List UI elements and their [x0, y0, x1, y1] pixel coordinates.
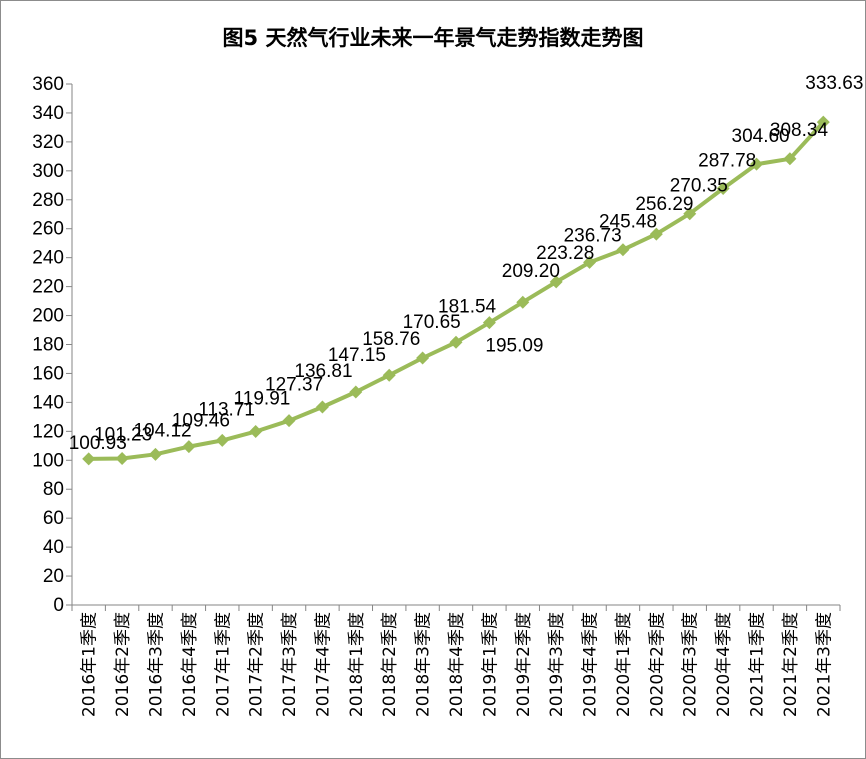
data-point-marker — [482, 316, 496, 330]
y-tick-label: 340 — [32, 103, 64, 124]
data-point-marker — [783, 152, 797, 166]
data-label: 109.46 — [172, 411, 230, 432]
data-point-marker — [816, 115, 830, 129]
y-tick-label: 120 — [32, 421, 64, 442]
data-label: 158.76 — [362, 329, 420, 350]
x-tick-label: 2017年2季度 — [247, 612, 267, 717]
data-label: 104.12 — [133, 420, 191, 441]
y-tick-label: 100 — [32, 450, 64, 471]
data-label: 113.71 — [198, 399, 255, 420]
y-tick-label: 200 — [32, 306, 64, 327]
x-tick-label: 2021年1季度 — [748, 612, 768, 717]
x-tick-label: 2020年2季度 — [647, 612, 667, 717]
y-tick-label: 320 — [32, 132, 64, 153]
y-tick-label: 140 — [32, 392, 64, 413]
x-tick-label: 2016年3季度 — [146, 612, 166, 717]
y-tick-label: 60 — [43, 508, 64, 529]
y-tick-label: 80 — [43, 479, 64, 500]
x-tick-label: 2021年2季度 — [781, 612, 801, 717]
x-tick-label: 2020年1季度 — [614, 612, 634, 717]
data-label: 270.35 — [670, 176, 728, 197]
data-point-marker — [416, 351, 430, 365]
data-label: 181.54 — [438, 296, 497, 317]
y-tick-label: 180 — [32, 335, 64, 356]
data-label: 304.60 — [732, 126, 790, 147]
y-tick-label: 280 — [32, 190, 64, 211]
x-tick-label: 2018年2季度 — [380, 612, 400, 717]
y-tick-label: 160 — [32, 363, 64, 384]
x-tick-label: 2020年3季度 — [681, 612, 701, 717]
y-tick-label: 260 — [32, 219, 64, 240]
x-tick-label: 2019年3季度 — [547, 612, 567, 717]
data-label: 308.34 — [770, 120, 829, 141]
x-tick-label: 2017年1季度 — [213, 612, 233, 717]
data-point-marker — [616, 243, 630, 257]
data-label: 256.29 — [635, 194, 693, 215]
data-point-marker — [449, 335, 463, 349]
x-tick-label: 2019年2季度 — [514, 612, 534, 717]
data-label: 101.23 — [94, 424, 152, 445]
data-label: 333.63 — [805, 73, 863, 94]
x-tick-label: 2016年1季度 — [80, 612, 100, 717]
data-point-marker — [148, 447, 162, 461]
x-tick-label: 2016年2季度 — [113, 612, 133, 717]
data-point-marker — [115, 451, 129, 465]
x-tick-label: 2016年4季度 — [180, 612, 200, 717]
x-tick-label: 2021年3季度 — [814, 612, 834, 717]
data-point-marker — [282, 414, 296, 428]
data-point-marker — [249, 424, 263, 438]
x-tick-label: 2019年1季度 — [480, 612, 500, 717]
data-label: 209.20 — [502, 261, 560, 282]
data-label: 245.48 — [599, 212, 657, 233]
data-label: 170.65 — [403, 312, 461, 333]
data-point-marker — [549, 275, 563, 289]
data-point-marker — [82, 452, 96, 466]
y-tick-label: 300 — [32, 161, 64, 182]
x-tick-label: 2019年4季度 — [581, 612, 601, 717]
data-point-marker — [215, 433, 229, 447]
data-point-marker — [315, 400, 329, 414]
y-tick-label: 360 — [32, 74, 64, 95]
x-tick-label: 2020年4季度 — [714, 612, 734, 717]
data-label: 236.73 — [564, 225, 622, 246]
x-tick-label: 2018年3季度 — [414, 612, 434, 717]
x-tick-label: 2018年1季度 — [347, 612, 367, 717]
data-label: 136.81 — [294, 361, 352, 382]
x-tick-label: 2018年4季度 — [447, 612, 467, 717]
y-tick-label: 20 — [43, 566, 64, 587]
data-point-marker — [750, 157, 764, 171]
data-point-marker — [649, 227, 663, 241]
data-label: 100.93 — [69, 433, 127, 454]
data-point-marker — [182, 440, 196, 454]
y-tick-label: 240 — [32, 248, 64, 269]
data-label: 119.91 — [234, 388, 291, 409]
data-label: 147.15 — [328, 345, 386, 366]
data-point-marker — [716, 182, 730, 196]
data-label: 223.28 — [536, 243, 594, 264]
data-point-marker — [516, 295, 530, 309]
chart-title: 图5 天然气行业未来一年景气走势指数走势图 — [222, 26, 644, 50]
data-label: 127.37 — [265, 375, 323, 396]
data-point-marker — [583, 255, 597, 269]
y-tick-label: 40 — [43, 537, 64, 558]
y-tick-label: 220 — [32, 277, 64, 298]
data-label: 195.09 — [485, 336, 543, 357]
x-tick-label: 2017年4季度 — [313, 612, 333, 717]
x-tick-label: 2017年3季度 — [280, 612, 300, 717]
data-point-marker — [683, 207, 697, 221]
data-point-marker — [349, 385, 363, 399]
data-point-marker — [382, 368, 396, 382]
data-label: 287.78 — [698, 151, 756, 172]
y-tick-label: 0 — [53, 595, 64, 616]
